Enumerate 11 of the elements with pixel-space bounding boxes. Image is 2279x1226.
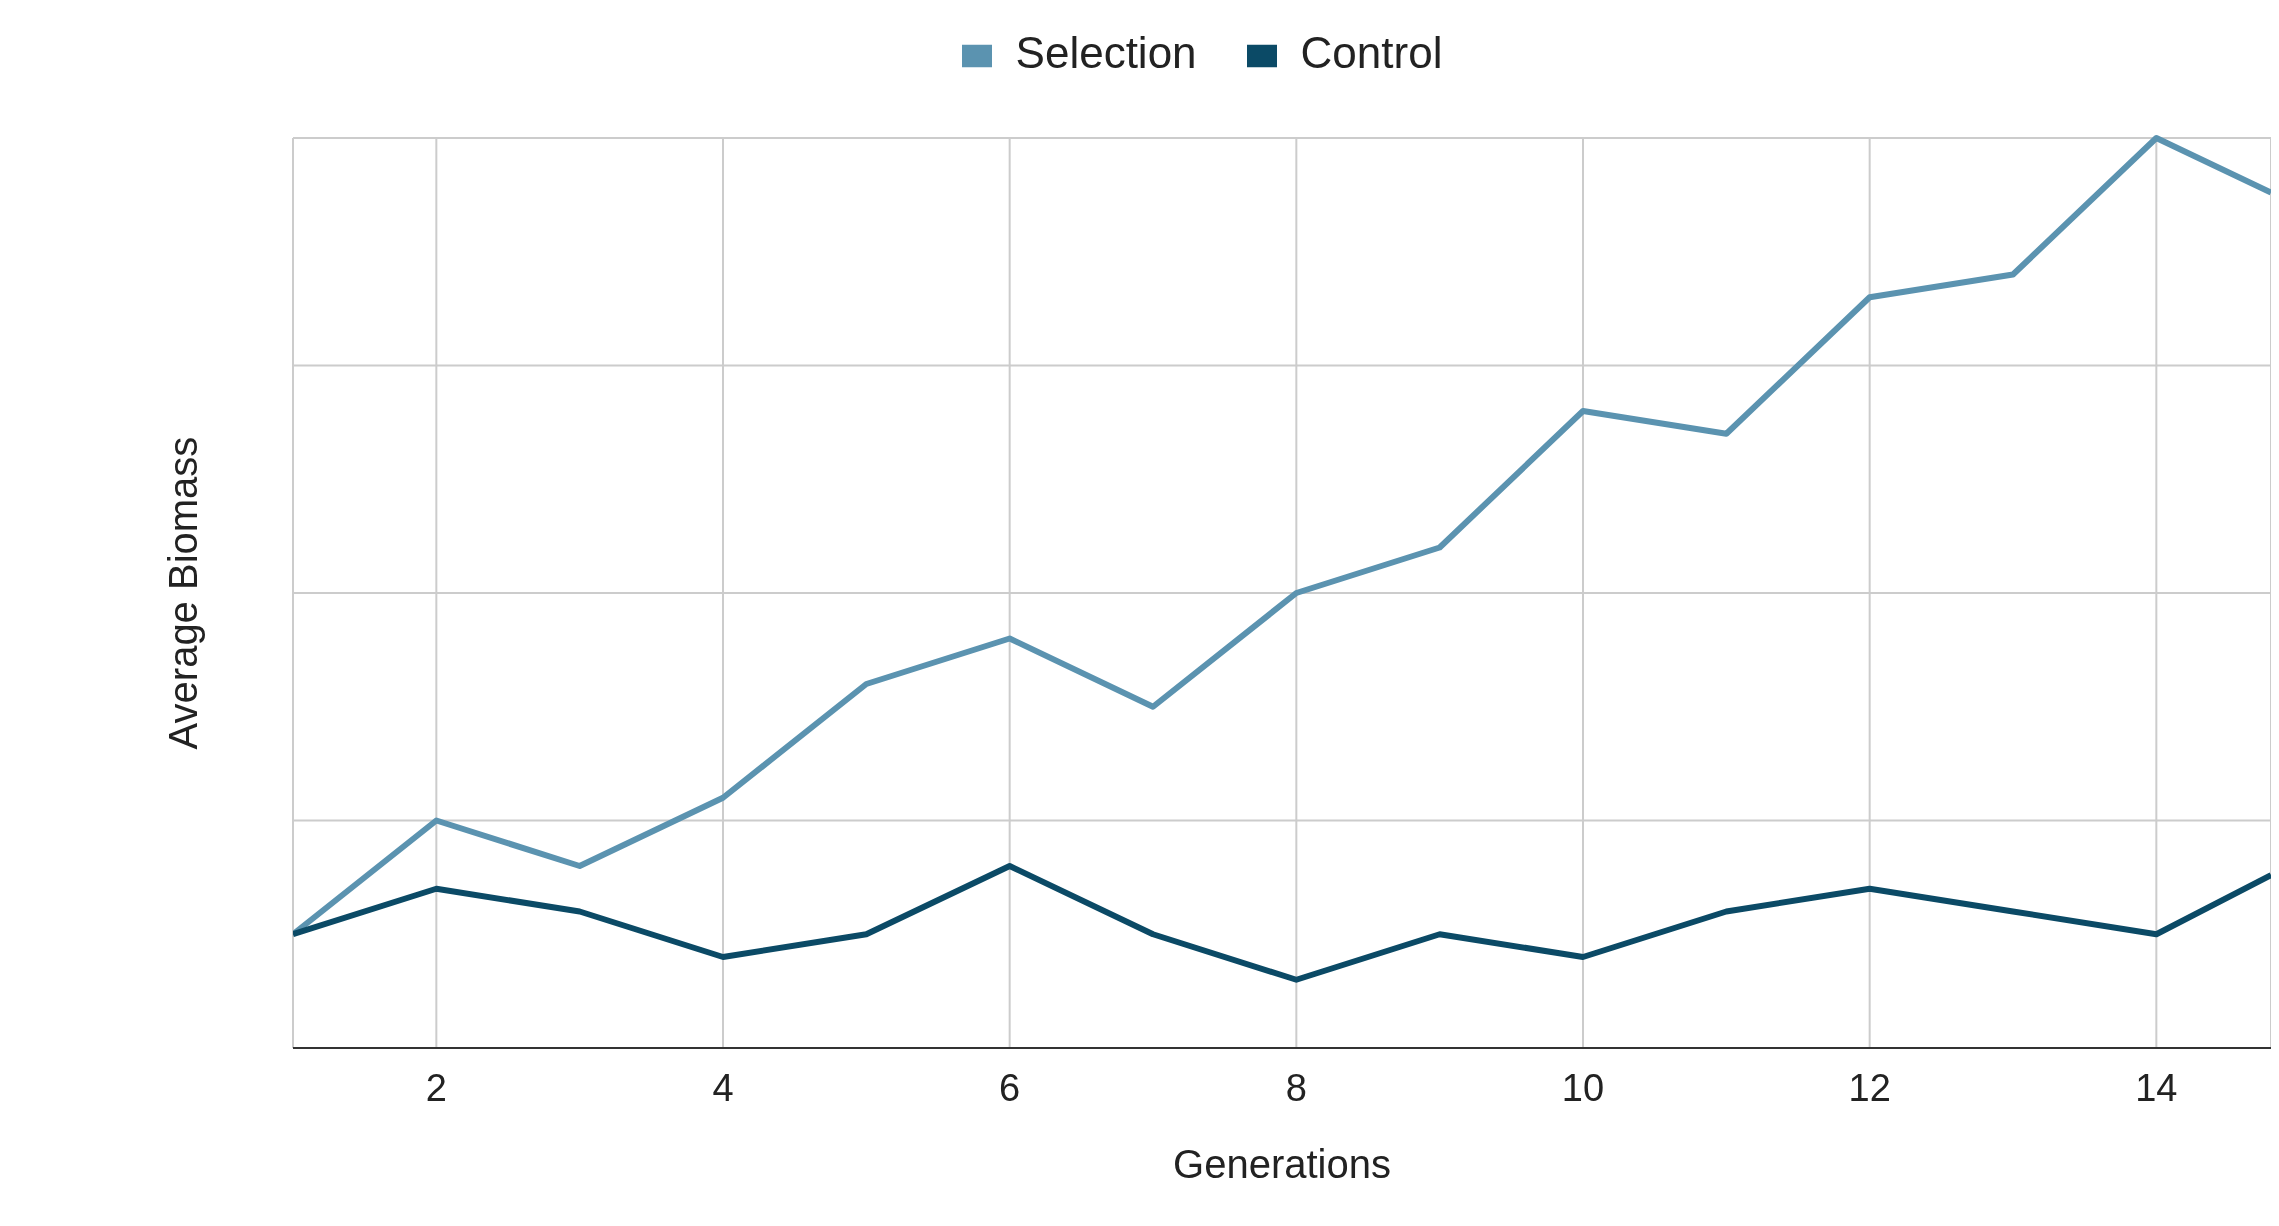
x-tick-label: 12 — [1848, 1066, 1891, 1109]
x-tick-label: 2 — [425, 1066, 447, 1109]
y-axis-title: Average Biomass — [161, 436, 206, 750]
x-tick-label: 14 — [2135, 1066, 2178, 1109]
x-tick-label: 10 — [1561, 1066, 1605, 1109]
x-tick-label: 4 — [712, 1066, 734, 1109]
x-axis-title: Generations — [1173, 1142, 1391, 1186]
legend-label: Control — [1300, 28, 1443, 77]
x-tick-label: 8 — [1285, 1066, 1307, 1109]
legend-label: Selection — [1015, 28, 1197, 77]
x-tick-label: 6 — [999, 1066, 1021, 1109]
